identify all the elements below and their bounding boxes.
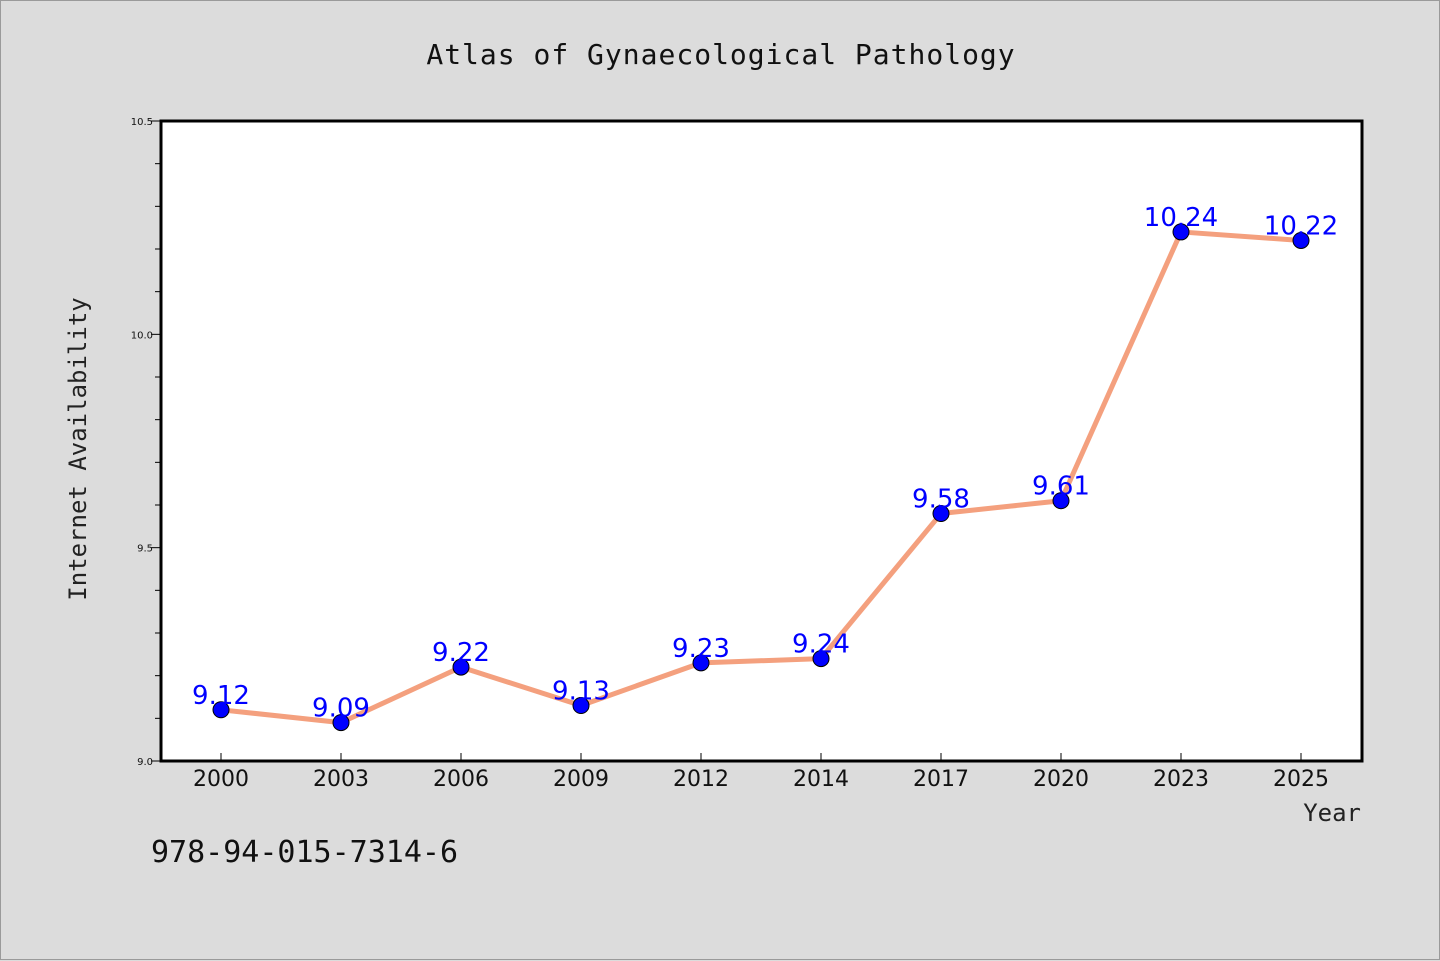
data-point (1052, 492, 1070, 510)
isbn-text: 978-94-015-7314-6 (151, 835, 459, 870)
data-label: 9.23 (672, 634, 730, 664)
data-label: 9.22 (432, 638, 490, 668)
data-point (212, 701, 230, 719)
data-label: 9.12 (192, 681, 250, 711)
x-tick-label: 2009 (553, 767, 609, 792)
data-point (1172, 223, 1190, 241)
x-tick-label: 2017 (913, 767, 969, 792)
x-tick-label: 2006 (433, 767, 489, 792)
data-label: 10.22 (1264, 211, 1338, 241)
data-point (932, 505, 950, 523)
data-point (452, 658, 470, 676)
data-label: 10.24 (1144, 203, 1218, 233)
data-label: 9.58 (912, 485, 970, 515)
plot-area (161, 121, 1362, 761)
data-point (572, 697, 590, 715)
x-tick-label: 2012 (673, 767, 729, 792)
data-label: 9.61 (1032, 472, 1090, 502)
x-tick-label: 2020 (1033, 767, 1089, 792)
x-axis-label: Year (1303, 799, 1361, 827)
y-tick-label: 10.0 (131, 330, 153, 341)
x-tick-label: 2003 (313, 767, 369, 792)
data-point (692, 654, 710, 672)
y-axis: 9.0 9.5 10.0 10.5 (131, 117, 161, 768)
y-tick-label: 10.5 (131, 117, 153, 128)
data-point (332, 714, 350, 732)
data-label: 9.13 (552, 677, 610, 707)
chart-title: Atlas of Gynaecological Pathology (426, 38, 1015, 71)
x-tick-label: 2000 (193, 767, 249, 792)
x-tick-label: 2023 (1153, 767, 1209, 792)
plot-frame (159, 119, 1364, 763)
data-label: 9.09 (312, 694, 370, 724)
series-line (218, 229, 1304, 726)
y-axis-label: Internet Availability (64, 297, 92, 600)
data-point (1292, 231, 1310, 249)
data-point (812, 650, 830, 668)
y-tick-label: 9.0 (137, 757, 153, 768)
x-tick-label: 2025 (1273, 767, 1329, 792)
series-group: 9.12 9.09 9.22 9.13 9.23 9.24 9.58 9.61 10.24 10.… (192, 203, 1338, 732)
x-tick-label: 2014 (793, 767, 849, 792)
x-axis: 2000 2003 2006 2009 2012 2014 2017 2020 2023 2025 (193, 753, 1329, 792)
data-label: 9.24 (792, 630, 850, 660)
y-tick-label: 9.5 (137, 544, 153, 555)
